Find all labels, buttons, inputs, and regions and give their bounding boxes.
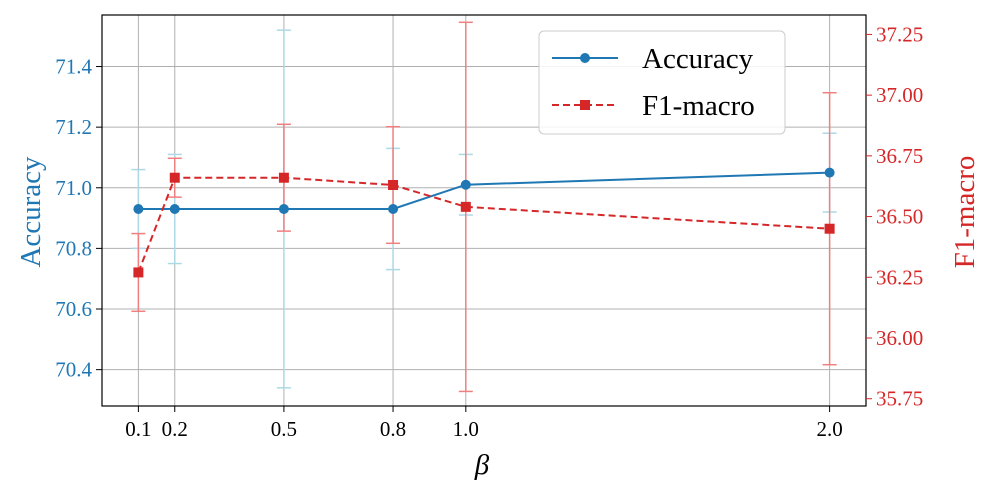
legend-label-accuracy: Accuracy	[642, 43, 754, 75]
left-tick-label-0: 70.4	[55, 358, 92, 382]
legend: Accuracy F1-macro	[538, 30, 786, 135]
right-tick-label-2: 36.25	[876, 265, 923, 289]
point-f1-macro-4	[460, 201, 471, 212]
point-accuracy-4	[460, 179, 471, 190]
data-markers	[133, 167, 835, 278]
point-accuracy-3	[388, 203, 399, 214]
legend-label-f1-macro: F1-macro	[642, 90, 755, 122]
series-lines	[137, 171, 830, 273]
series-line-f1-macro	[137, 176, 830, 273]
x-tick-label-0: 0.1	[125, 417, 151, 441]
x-axis-ticks: 0.1 0.2 0.5 0.8 1.0 2.0	[125, 406, 843, 441]
right-tick-label-3: 36.50	[876, 205, 923, 229]
legend-marker-accuracy	[580, 53, 590, 63]
point-f1-macro-2	[278, 172, 289, 183]
right-tick-label-6: 37.25	[876, 22, 923, 46]
x-tick-label-2: 0.5	[271, 417, 297, 441]
series-line-accuracy	[138, 171, 830, 210]
plot-frame	[101, 14, 867, 407]
right-axis-label: F1-macro	[949, 156, 981, 269]
right-tick-label-5: 37.00	[876, 83, 923, 107]
x-tick-label-4: 1.0	[453, 417, 479, 441]
x-tick-label-1: 0.2	[162, 417, 188, 441]
point-accuracy-5	[824, 167, 835, 178]
point-accuracy-0	[133, 203, 144, 214]
legend-marker-f1-macro	[580, 100, 590, 110]
x-tick-label-3: 0.8	[380, 417, 406, 441]
legend-box	[538, 30, 786, 135]
point-f1-macro-1	[169, 172, 180, 183]
point-f1-macro-3	[388, 180, 399, 190]
left-axis-label: Accuracy	[15, 156, 47, 268]
right-tick-label-4: 36.75	[876, 144, 923, 168]
right-axis-ticks: 35.75 36.00 36.25 36.50 36.75 37.00 37.25	[866, 22, 923, 411]
point-f1-macro-0	[133, 267, 144, 278]
left-tick-label-4: 71.2	[55, 115, 92, 139]
left-tick-label-1: 70.6	[55, 297, 92, 321]
point-accuracy-2	[278, 203, 289, 214]
left-tick-label-3: 71.0	[55, 176, 92, 200]
left-tick-label-5: 71.4	[55, 55, 92, 79]
left-tick-label-2: 70.8	[55, 236, 92, 260]
point-accuracy-1	[169, 203, 180, 214]
right-tick-label-0: 35.75	[876, 387, 923, 411]
left-axis-ticks: 70.4 70.6 70.8 71.0 71.2 71.4	[55, 55, 102, 382]
point-f1-macro-5	[824, 223, 835, 234]
x-axis-label: β	[474, 449, 490, 481]
x-tick-label-5: 2.0	[816, 417, 842, 441]
right-tick-label-1: 36.00	[876, 326, 923, 350]
